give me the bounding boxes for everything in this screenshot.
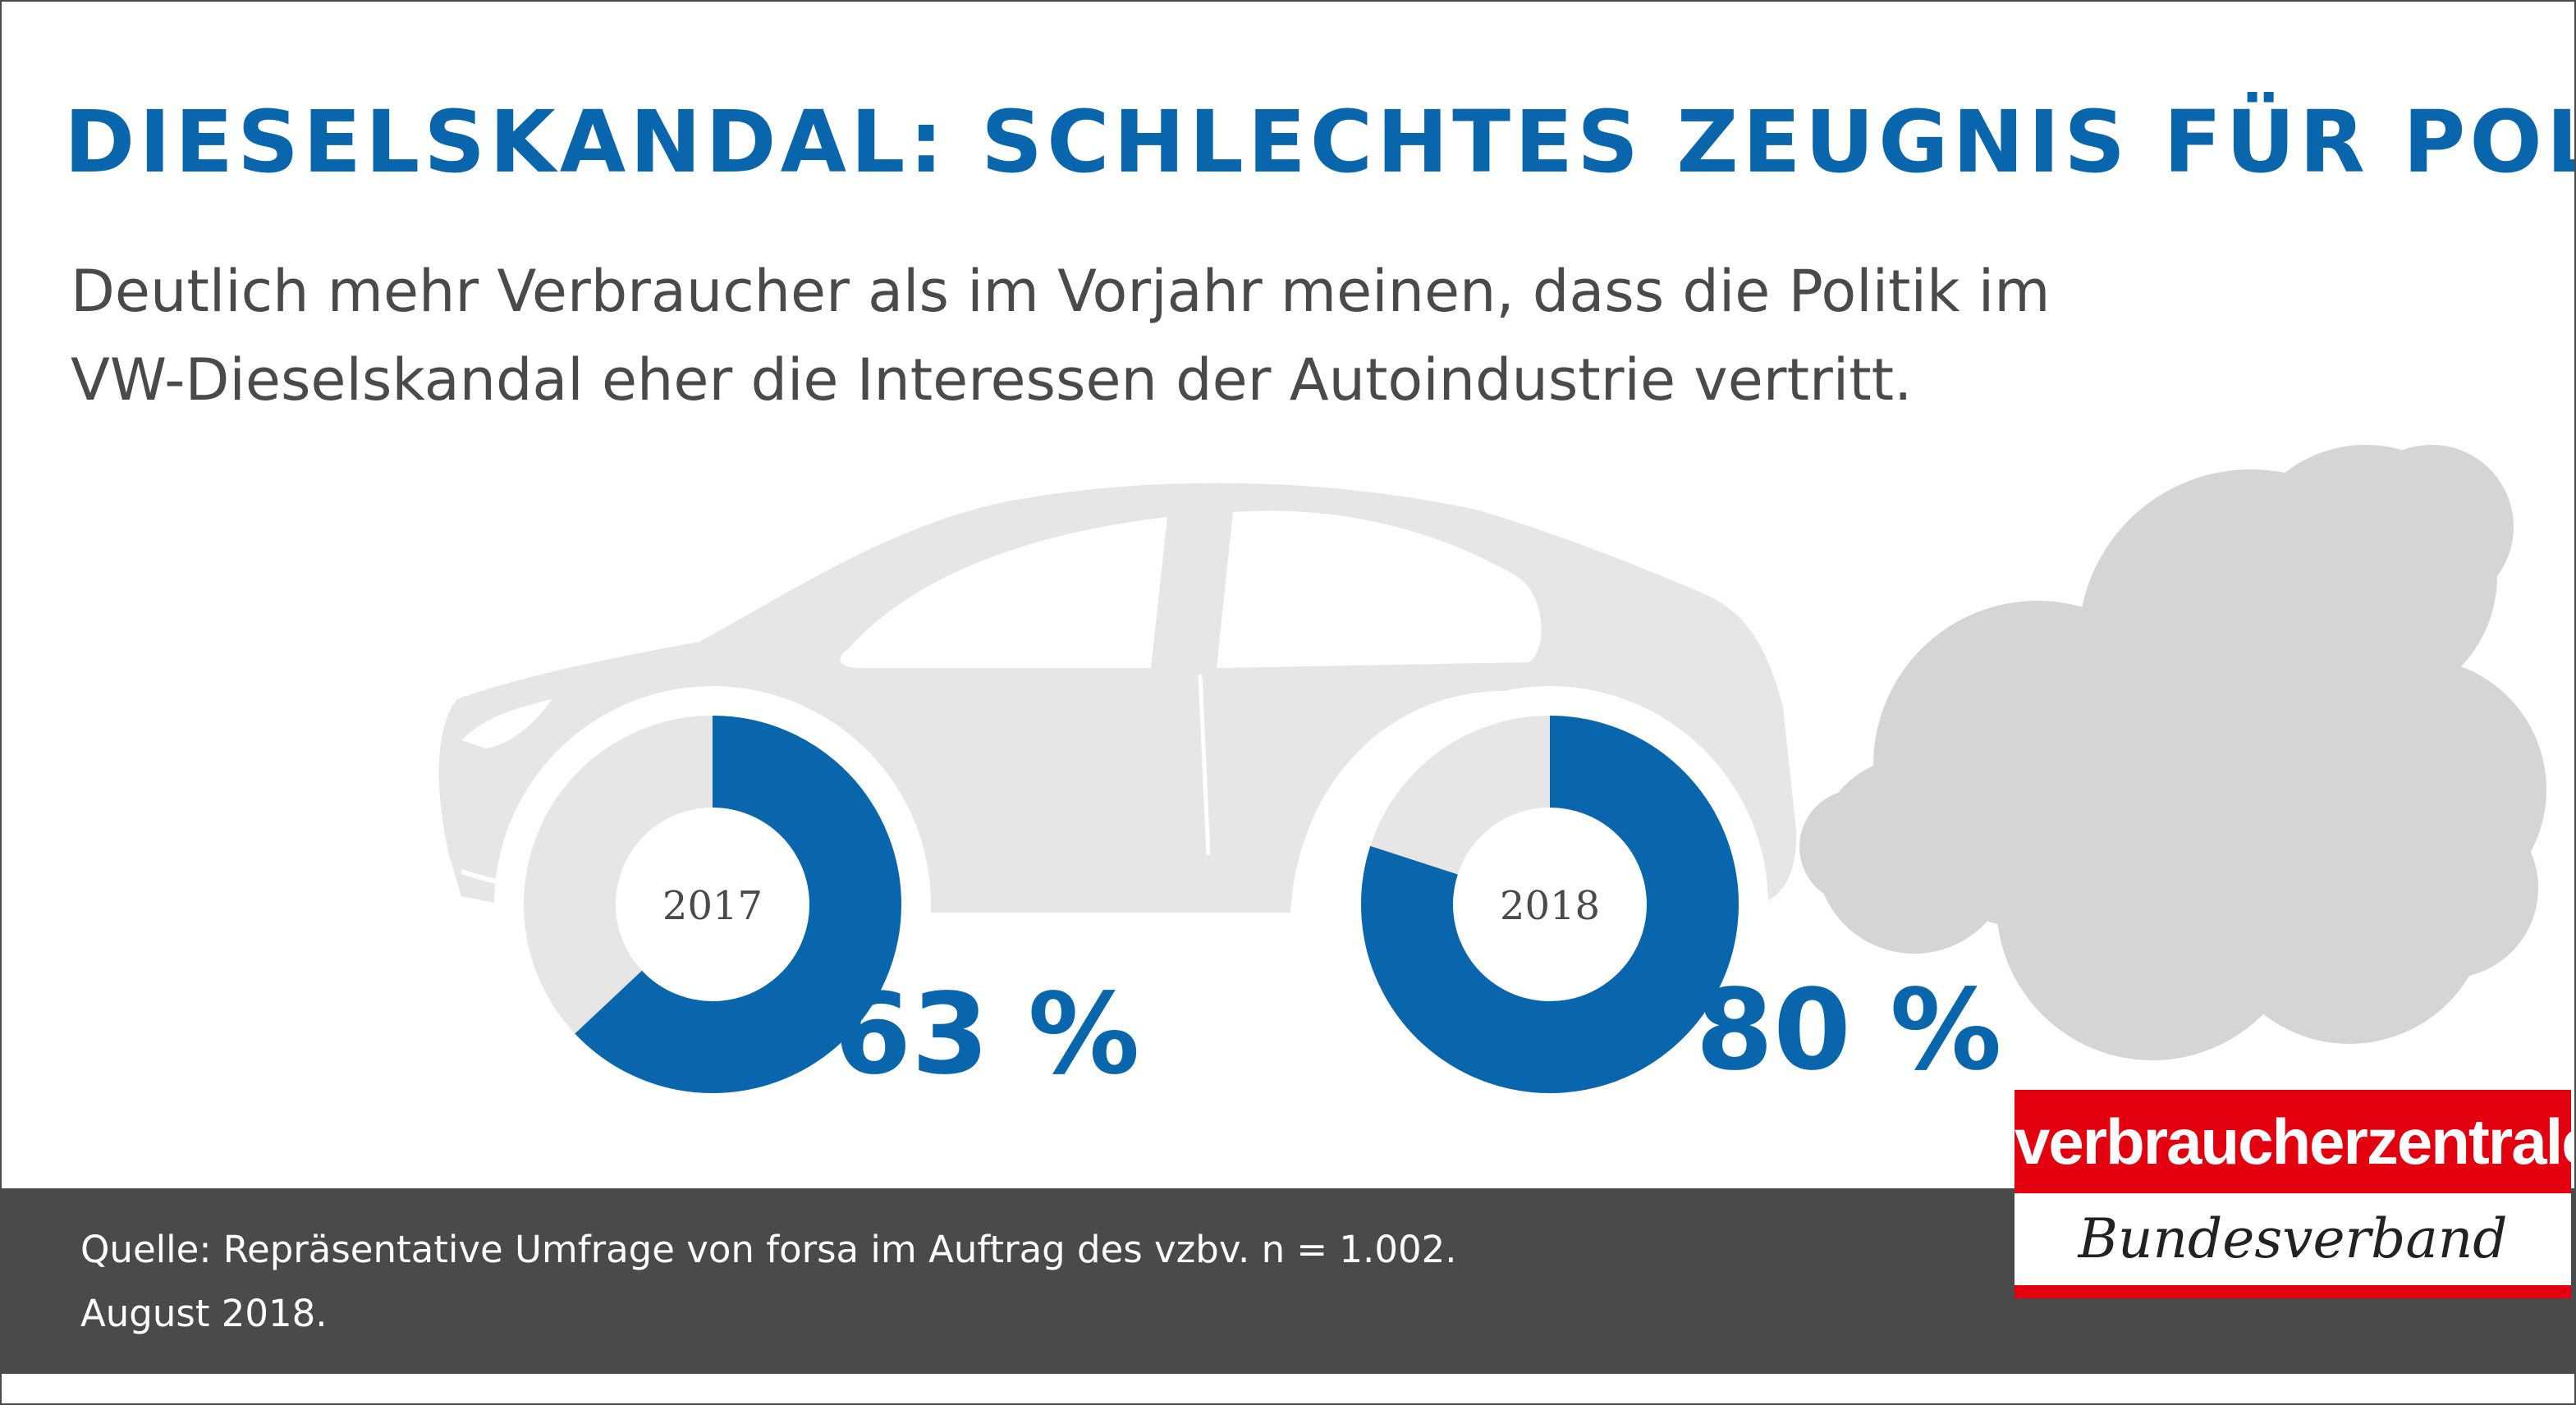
donut-2018: 2018 80 %: [1332, 686, 2001, 1123]
logo-red-rule: [2015, 1285, 2571, 1298]
donut-2017: 2017 63 %: [494, 686, 1139, 1123]
subtitle-line-1: Deutlich mehr Verbraucher als im Vorjahr…: [71, 258, 2051, 325]
donut-2017-year-label: 2017: [662, 883, 763, 929]
logo-wordmark: verbraucherzentrale: [2015, 1090, 2571, 1193]
car-front-window-icon: [840, 517, 1167, 668]
car-headlight-icon: [461, 699, 552, 748]
source-text: Quelle: Repräsentative Umfrage von forsa…: [80, 1228, 1457, 1271]
donut-2018-value-label: 80 %: [1696, 966, 2002, 1096]
source-date: August 2018.: [80, 1292, 328, 1335]
page-title: DIESELSKANDAL: SCHLECHTES ZEUGNIS FÜR PO…: [64, 92, 2576, 192]
donut-2017-value-label: 63 %: [834, 970, 1140, 1100]
exhaust-smoke-cloud: [1799, 445, 2546, 1060]
subtitle-line-2: VW-Dieselskandal eher die Interessen der…: [71, 346, 1913, 414]
donut-2018-year-label: 2018: [1500, 883, 1600, 929]
car-door-seam-icon: [1198, 674, 1211, 856]
vzbv-logo: verbraucherzentrale Bundesverband: [2015, 1090, 2571, 1298]
logo-subline: Bundesverband: [2078, 1207, 2508, 1270]
donut-2017-value-arc: [575, 716, 901, 1093]
donut-2018-value-arc: [1361, 716, 1739, 1093]
car-rear-window-icon: [1217, 510, 1542, 668]
donut-charts: 2017 63 % 2018 80 %: [494, 686, 2001, 1123]
